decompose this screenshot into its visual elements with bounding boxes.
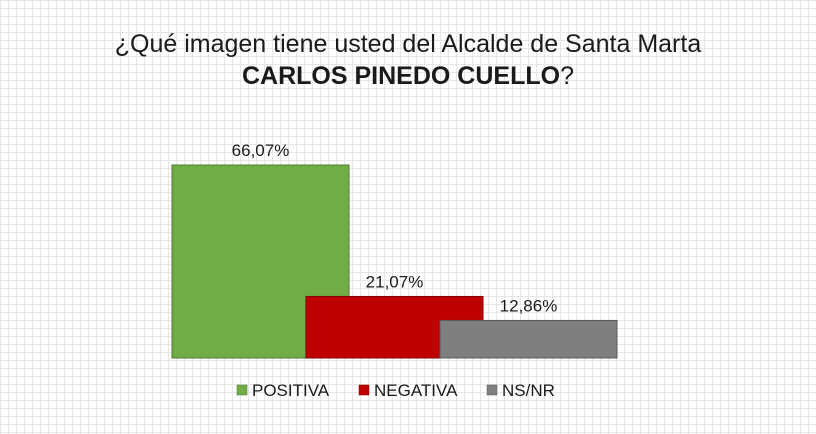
legend-label-ns-nr: NS/NR bbox=[502, 381, 555, 400]
chart-title-suffix: ? bbox=[560, 62, 574, 90]
data-label-ns-nr: 12,86% bbox=[500, 296, 558, 315]
legend-swatch-ns-nr bbox=[486, 384, 498, 396]
chart-title-line-1: ¿Qué imagen tiene usted del Alcalde de S… bbox=[115, 30, 702, 58]
chart-title-name: CARLOS PINEDO CUELLO bbox=[242, 62, 560, 90]
bar-ns-nr bbox=[439, 319, 618, 359]
data-label-negativa: 21,07% bbox=[366, 272, 424, 291]
legend-swatch-positiva bbox=[236, 384, 248, 396]
chart-title-line-2: CARLOS PINEDO CUELLO? bbox=[242, 62, 574, 90]
bars-group: 66,07% 21,07% 12,86% bbox=[171, 141, 618, 359]
data-label-positiva: 66,07% bbox=[232, 141, 290, 160]
legend-label-positiva: POSITIVA bbox=[252, 381, 330, 400]
legend-swatch-negativa bbox=[358, 384, 370, 396]
legend-label-negativa: NEGATIVA bbox=[374, 381, 458, 400]
legend: POSITIVA NEGATIVA NS/NR bbox=[236, 381, 555, 400]
